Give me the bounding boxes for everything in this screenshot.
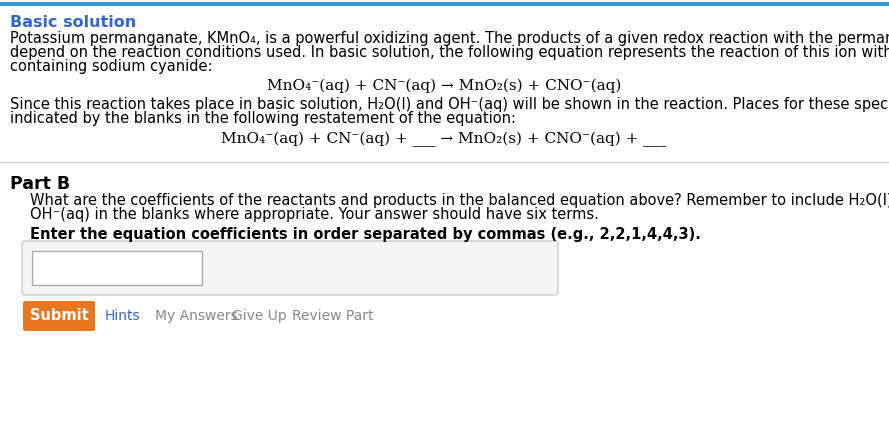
Text: Enter the equation coefficients in order separated by commas (e.g., 2,2,1,4,4,3): Enter the equation coefficients in order… xyxy=(30,227,701,242)
FancyBboxPatch shape xyxy=(22,241,558,295)
Text: depend on the reaction conditions used. In basic solution, the following equatio: depend on the reaction conditions used. … xyxy=(10,45,889,60)
Text: Submit: Submit xyxy=(29,308,88,324)
Text: MnO₄⁻(aq) + CN⁻(aq) + ___ → MnO₂(s) + CNO⁻(aq) + ___: MnO₄⁻(aq) + CN⁻(aq) + ___ → MnO₂(s) + CN… xyxy=(221,132,667,147)
Text: My Answers: My Answers xyxy=(155,309,237,323)
Text: Basic solution: Basic solution xyxy=(10,15,136,30)
Text: OH⁻(aq) in the blanks where appropriate. Your answer should have six terms.: OH⁻(aq) in the blanks where appropriate.… xyxy=(30,207,599,222)
Text: Part B: Part B xyxy=(10,175,70,193)
Text: Review Part: Review Part xyxy=(292,309,373,323)
Text: Potassium permanganate, KMnO₄, is a powerful oxidizing agent. The products of a : Potassium permanganate, KMnO₄, is a powe… xyxy=(10,31,889,46)
Text: indicated by the blanks in the following restatement of the equation:: indicated by the blanks in the following… xyxy=(10,111,516,126)
FancyBboxPatch shape xyxy=(23,301,95,331)
Text: What are the coefficients of the reactants and products in the balanced equation: What are the coefficients of the reactan… xyxy=(30,193,889,208)
Text: containing sodium cyanide:: containing sodium cyanide: xyxy=(10,59,212,74)
Text: Since this reaction takes place in basic solution, H₂O(l) and OH⁻(aq) will be sh: Since this reaction takes place in basic… xyxy=(10,97,889,112)
Text: Give Up: Give Up xyxy=(232,309,287,323)
Text: MnO₄⁻(aq) + CN⁻(aq) → MnO₂(s) + CNO⁻(aq): MnO₄⁻(aq) + CN⁻(aq) → MnO₂(s) + CNO⁻(aq) xyxy=(267,79,621,93)
Text: Hints: Hints xyxy=(105,309,140,323)
Bar xyxy=(32,251,202,285)
